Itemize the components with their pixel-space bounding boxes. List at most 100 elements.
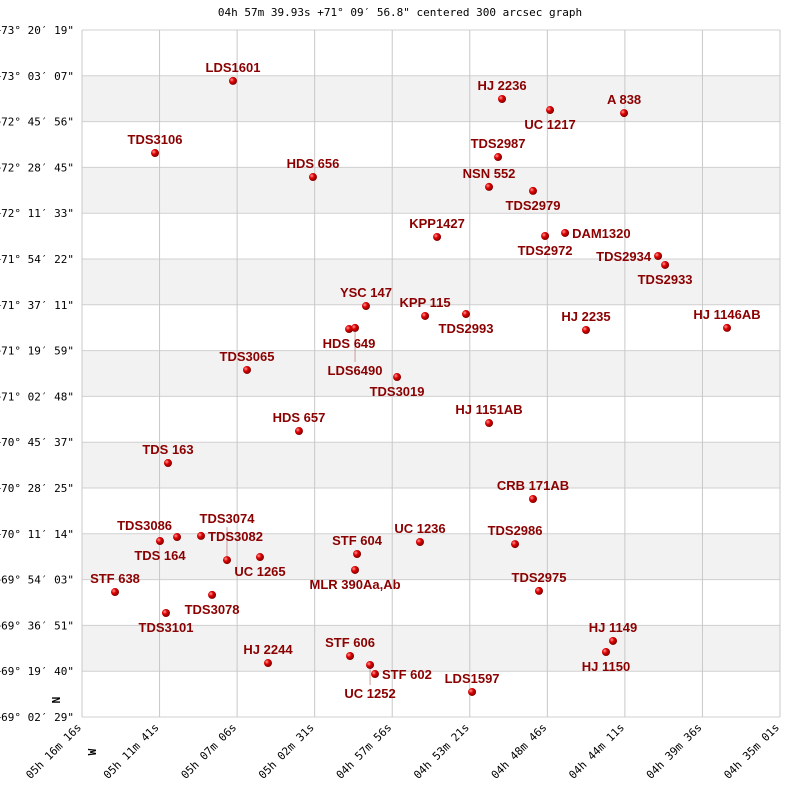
star-label: LDS1601 xyxy=(206,60,261,75)
star-label: STF 604 xyxy=(332,533,383,548)
star-point xyxy=(561,228,570,237)
star-label: TDS3101 xyxy=(139,620,194,635)
star-point xyxy=(723,323,732,332)
star-label: STF 602 xyxy=(382,667,432,682)
grid-band xyxy=(82,625,780,672)
star-point xyxy=(164,459,173,468)
star-point xyxy=(541,232,550,241)
star-point xyxy=(111,588,120,597)
grid-band xyxy=(82,75,780,122)
star-point xyxy=(433,232,442,241)
star-label: TDS 164 xyxy=(134,548,186,563)
x-tick-label: 04h 35m 01s xyxy=(721,721,782,782)
star-label: KPP 115 xyxy=(400,295,451,310)
star-label: MLR 390Aa,Ab xyxy=(310,577,401,592)
star-label: STF 638 xyxy=(90,571,140,586)
star-point xyxy=(308,173,317,182)
star-label: TDS2986 xyxy=(488,523,543,538)
star-label: UC 1252 xyxy=(344,686,395,701)
star-point xyxy=(366,660,375,669)
star-point xyxy=(620,109,629,118)
star-label: TDS2975 xyxy=(512,570,567,585)
x-tick-label: 04h 39m 36s xyxy=(644,721,705,782)
y-tick-label: +69° 54′ 03" xyxy=(0,574,74,587)
star-label: TDS2933 xyxy=(638,272,693,287)
star-label: LDS6490 xyxy=(328,363,383,378)
y-tick-label: +72° 11′ 33" xyxy=(0,207,74,220)
star-point xyxy=(351,323,360,332)
star-point xyxy=(151,149,160,158)
star-point xyxy=(294,427,303,436)
star-label: UC 1217 xyxy=(524,117,575,132)
star-point xyxy=(485,419,494,428)
star-point xyxy=(393,373,402,382)
star-point xyxy=(498,95,507,104)
star-label: LDS1597 xyxy=(445,671,500,686)
star-label: TDS3074 xyxy=(200,511,256,526)
star-point xyxy=(242,365,251,374)
y-tick-label: +70° 28′ 25" xyxy=(0,482,74,495)
y-tick-label: +70° 11′ 14" xyxy=(0,528,74,541)
star-label: UC 1236 xyxy=(394,521,445,536)
west-label: W xyxy=(86,748,99,755)
star-label: YSC 147 xyxy=(340,285,392,300)
grid-band xyxy=(82,167,780,214)
star-label: TDS2979 xyxy=(506,198,561,213)
star-point xyxy=(208,590,217,599)
star-label: TDS 163 xyxy=(142,442,193,457)
north-label: N xyxy=(50,697,63,704)
star-label: DAM1320 xyxy=(572,226,631,241)
x-tick-label: 04h 53m 21s xyxy=(411,721,472,782)
star-point xyxy=(421,311,430,320)
y-tick-label: +69° 36′ 51" xyxy=(0,619,74,632)
x-tick-label: 05h 16m 16s xyxy=(23,721,84,782)
star-label: A 838 xyxy=(607,92,641,107)
star-label: TDS3065 xyxy=(220,349,275,364)
star-point xyxy=(351,565,360,574)
star-point xyxy=(546,106,555,115)
star-point xyxy=(361,302,370,311)
star-point xyxy=(255,553,264,562)
star-label: TDS2934 xyxy=(596,249,652,264)
y-tick-label: +72° 28′ 45" xyxy=(0,161,74,174)
star-label: HJ 1146AB xyxy=(693,307,760,322)
star-label: HJ 1150 xyxy=(582,659,630,674)
star-point xyxy=(485,182,494,191)
x-tick-label: 05h 02m 31s xyxy=(256,721,317,782)
y-tick-label: +71° 37′ 11" xyxy=(0,299,74,312)
star-label: STF 606 xyxy=(325,635,375,650)
star-point xyxy=(228,76,237,85)
y-tick-label: +73° 20′ 19" xyxy=(0,24,74,37)
y-tick-label: +70° 45′ 37" xyxy=(0,436,74,449)
star-point xyxy=(461,310,470,319)
star-point xyxy=(173,533,182,542)
x-tick-label: 04h 44m 11s xyxy=(566,721,627,782)
star-point xyxy=(494,153,503,162)
star-point xyxy=(161,608,170,617)
star-label: HDS 649 xyxy=(323,336,376,351)
star-point xyxy=(345,325,354,334)
y-tick-label: +69° 02′ 29" xyxy=(0,711,74,724)
x-tick-label: 04h 57m 56s xyxy=(334,721,395,782)
chart-title: 04h 57m 39.93s +71° 09′ 56.8" centered 3… xyxy=(217,6,583,19)
star-point xyxy=(511,540,520,549)
star-label: TDS3082 xyxy=(208,529,263,544)
y-tick-label: +72° 45′ 56" xyxy=(0,116,74,129)
star-point xyxy=(353,549,362,558)
star-point xyxy=(222,556,231,565)
star-label: HDS 657 xyxy=(273,410,326,425)
star-point xyxy=(415,538,424,547)
y-tick-label: +69° 19′ 40" xyxy=(0,665,74,678)
star-point xyxy=(371,670,380,679)
star-label: HDS 656 xyxy=(287,156,340,171)
grid-band xyxy=(82,442,780,488)
star-point xyxy=(601,647,610,656)
star-point xyxy=(528,186,537,195)
star-label: TDS3106 xyxy=(128,132,183,147)
x-tick-label: 05h 07m 06s xyxy=(179,721,240,782)
star-label: TDS3086 xyxy=(117,518,172,533)
star-label: KPP1427 xyxy=(409,216,465,231)
star-point xyxy=(661,260,670,269)
star-label: HJ 2235 xyxy=(561,309,610,324)
